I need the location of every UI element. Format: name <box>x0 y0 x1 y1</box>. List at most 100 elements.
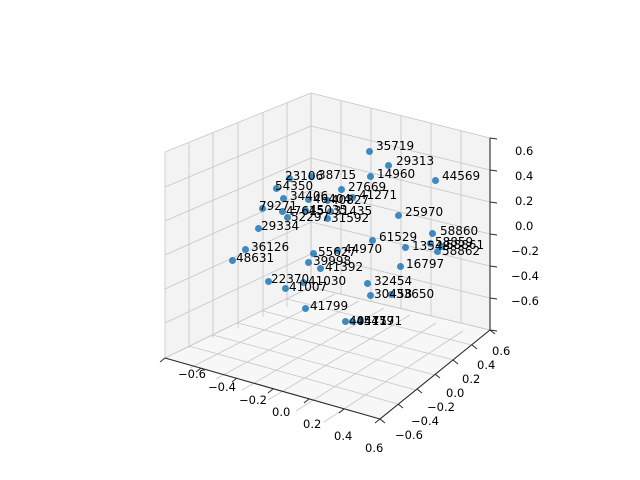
x-tick-label: 0.2 <box>303 417 322 431</box>
point-label: 38715 <box>318 168 357 182</box>
scatter-point <box>431 176 439 184</box>
point-label: 45479 <box>356 314 395 328</box>
scatter-point <box>356 317 364 325</box>
point-label: 34406 <box>290 189 329 203</box>
point-label: 40827 <box>331 193 370 207</box>
scatter-point <box>301 206 309 214</box>
point-label: 33650 <box>396 287 435 301</box>
point-label: 58860 <box>440 224 479 238</box>
point-label: 40471 <box>349 314 388 328</box>
y-tick-label: 0.2 <box>462 372 481 386</box>
scatter-point <box>437 242 445 250</box>
scatter-point <box>333 246 341 254</box>
point-label: 46404 <box>313 192 352 206</box>
x-tick-label: 0.6 <box>365 441 384 455</box>
scatter-point <box>387 290 395 298</box>
point-label: 41571 <box>364 314 403 328</box>
point-label: 32454 <box>374 274 413 288</box>
point-label: 27669 <box>348 180 387 194</box>
y-tick-label: −0.6 <box>395 428 423 442</box>
grid-lines <box>164 92 491 423</box>
pane-xz <box>311 93 490 330</box>
scatter-point <box>307 172 315 180</box>
scatter-point <box>285 174 293 182</box>
point-label: 22370 <box>271 272 310 286</box>
point-label: 54350 <box>275 179 314 193</box>
point-label: 44569 <box>442 169 481 183</box>
y-tick-label: 0.6 <box>492 344 511 358</box>
x-tick-label: 0.4 <box>334 429 353 443</box>
scatter-point <box>228 256 236 264</box>
point-label: 58861 <box>446 238 485 252</box>
scatter-point <box>426 239 434 247</box>
point-label: 58862 <box>442 244 481 258</box>
scatter-point <box>304 258 312 266</box>
point-label: 31592 <box>331 211 370 225</box>
point-label: 52297 <box>291 210 330 224</box>
scatter-point <box>272 184 280 192</box>
point-label: 13548 <box>412 239 451 253</box>
point-label: 23106 <box>285 169 324 183</box>
scatter-point <box>394 211 402 219</box>
z-tick-label: 0.6 <box>515 144 534 158</box>
point-label: 39998 <box>313 254 352 268</box>
y-tick-marks <box>379 329 496 424</box>
x-tick-label: −0.6 <box>178 367 206 381</box>
point-label: 58859 <box>435 235 474 249</box>
scatter-point <box>365 147 373 155</box>
point-label: 44970 <box>344 242 383 256</box>
scatter-point <box>428 229 436 237</box>
scatter-point <box>366 291 374 299</box>
point-label: 41271 <box>359 188 398 202</box>
scatter-point <box>348 193 356 201</box>
scatter-point <box>401 243 409 251</box>
point-label: 61529 <box>379 230 418 244</box>
scatter-point <box>341 317 349 325</box>
z-tick-label: 0.0 <box>515 219 534 233</box>
point-label: 25970 <box>405 205 444 219</box>
y-tick-label: −0.2 <box>427 400 455 414</box>
scatter-point <box>363 279 371 287</box>
scatter-point <box>304 195 312 203</box>
point-label: 30458 <box>374 287 413 301</box>
x-tick-label: −0.4 <box>208 380 236 394</box>
scatter-point <box>281 284 289 292</box>
point-label: 41799 <box>310 299 349 313</box>
z-tick-marks <box>489 137 498 332</box>
point-label: 31435 <box>334 204 373 218</box>
scatter-point <box>366 172 374 180</box>
y-tick-label: 0.4 <box>477 358 496 372</box>
scatter-point <box>258 204 266 212</box>
point-label: 45035 <box>309 203 348 217</box>
scatter-point <box>301 304 309 312</box>
scatter-point <box>384 161 392 169</box>
point-label: 16797 <box>406 257 445 271</box>
scatter-point <box>264 277 272 285</box>
point-label: 35719 <box>376 139 415 153</box>
point-label: 29313 <box>396 154 435 168</box>
z-tick-label: −0.2 <box>511 244 539 258</box>
point-label: 47615 <box>286 204 325 218</box>
z-tick-label: −0.6 <box>511 294 539 308</box>
scatter-point <box>433 247 441 255</box>
z-tick-label: 0.2 <box>515 194 534 208</box>
scatter-point <box>299 278 307 286</box>
scatter-point <box>309 249 317 257</box>
point-label: 29334 <box>261 219 300 233</box>
scatter-point <box>326 207 334 215</box>
scatter-point <box>254 224 262 232</box>
scatter-point <box>278 207 286 215</box>
point-label: 79271 <box>259 199 298 213</box>
point-label: 41007 <box>289 280 328 294</box>
scatter-point <box>279 194 287 202</box>
scatter-point <box>283 213 291 221</box>
x-tick-marks <box>159 357 381 424</box>
z-tick-label: 0.4 <box>515 169 534 183</box>
z-tick-label: −0.4 <box>511 269 539 283</box>
scatter-point <box>323 214 331 222</box>
point-label: 48631 <box>236 251 275 265</box>
point-label: 36126 <box>251 240 290 254</box>
point-label: 41392 <box>325 260 364 274</box>
